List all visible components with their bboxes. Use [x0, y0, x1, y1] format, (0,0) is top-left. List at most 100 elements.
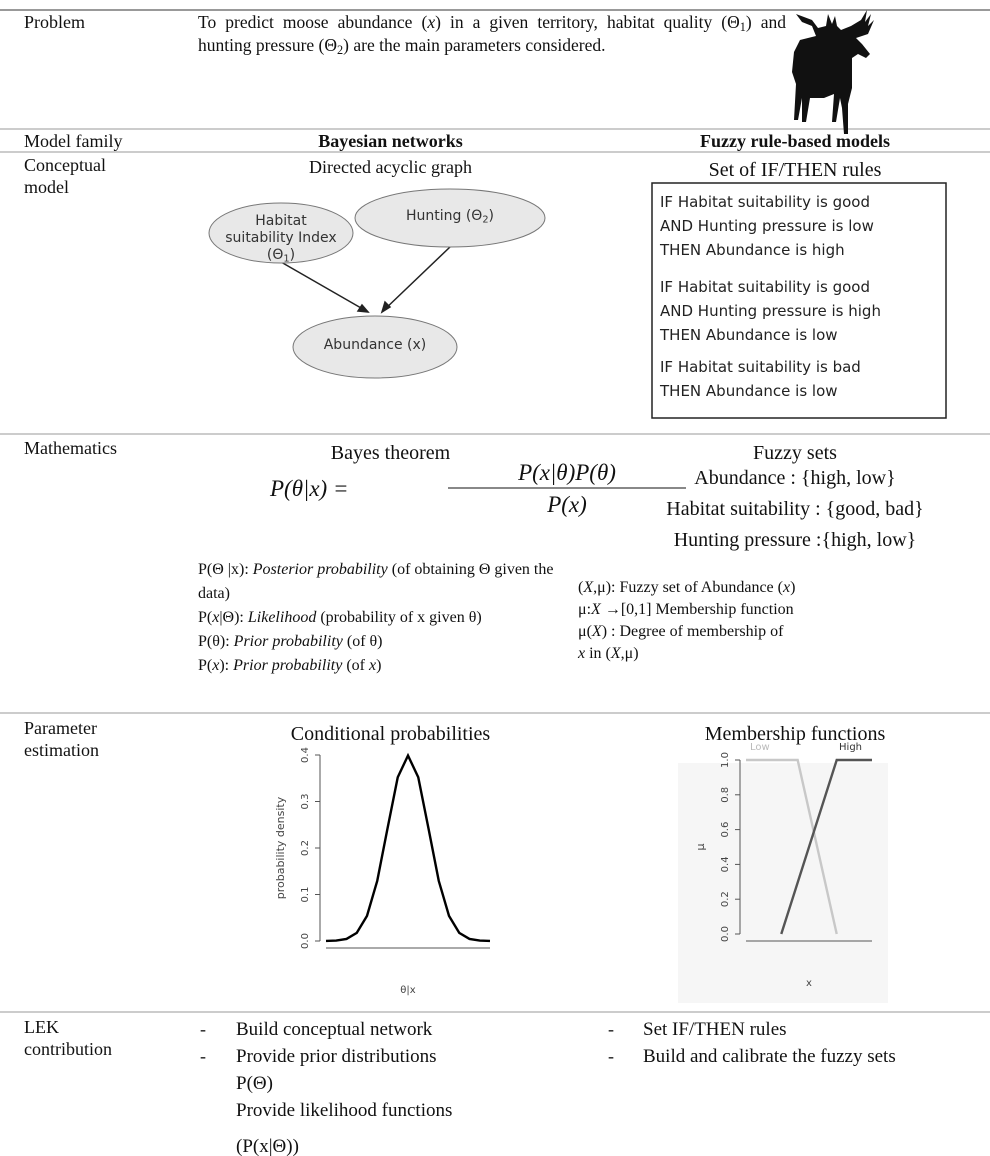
text-run: μ( [578, 623, 592, 640]
section-title: Membership functions [704, 723, 886, 745]
y-tick-label: 0.4 [300, 747, 311, 763]
math-note: (X,μ): Fuzzy set of Abundance (x) [578, 578, 958, 597]
text-run: x [427, 12, 436, 32]
row-label: Mathematics [24, 438, 117, 458]
text-run: (of [342, 657, 369, 674]
row-label: Problem [24, 12, 85, 32]
section-title: Conditional probabilities [290, 723, 491, 745]
x-axis-label: θ|x [400, 985, 415, 996]
node-label: Habitat suitability Index (Θ1) [221, 213, 341, 265]
math-note: P(Θ |x): Posterior probability (of obtai… [198, 558, 588, 606]
list-item: (P(x|Θ)) [236, 1136, 299, 1156]
text-run: x [578, 645, 586, 662]
y-tick-label: 1.0 [720, 752, 731, 768]
math-note: P(x): Prior probability (of x) [198, 654, 588, 678]
text-run: x [212, 657, 220, 674]
dag-edge [381, 246, 451, 313]
list-item: P(Θ) [236, 1073, 273, 1094]
text-run: X [591, 623, 602, 640]
y-tick-label: 0.0 [300, 933, 311, 949]
text-run: x [368, 657, 377, 674]
fuzzy-set: Hunting pressure :{high, low} [673, 529, 917, 551]
fuzzy-set: Habitat suitability : {good, bad} [666, 498, 924, 520]
text-run: X [583, 579, 594, 596]
text-run: ) [488, 208, 495, 224]
formula-lhs: P(θ|x) = [270, 476, 349, 501]
plot-background [678, 763, 888, 1003]
text-run: P(Θ |x): [198, 561, 253, 578]
bullet-dash: - [608, 1019, 614, 1039]
rule-line: IF Habitat suitability is good [660, 193, 870, 211]
bullet-dash: - [200, 1019, 206, 1039]
rule-line: IF Habitat suitability is good [660, 278, 870, 296]
node-shape [354, 188, 546, 248]
text-run: →[0,1] Membership function [600, 601, 794, 618]
text-run: Hunting (Θ [405, 208, 483, 224]
rule-line: AND Hunting pressure is low [660, 217, 874, 235]
text-run: ) [790, 579, 796, 596]
y-tick-label: 0.6 [720, 822, 731, 838]
text-run: Habitat suitability Index (Θ [225, 213, 337, 263]
list-item: Provide likelihood functions [236, 1100, 453, 1121]
legend-label: Low [750, 742, 770, 753]
text-run: X [610, 645, 621, 662]
formula-denominator: P(x) [547, 492, 587, 517]
text-run: |Θ): [219, 609, 248, 626]
y-axis-label: μ [694, 844, 707, 851]
row-label: Model family [24, 131, 123, 151]
math-note: P(θ): Prior probability (of θ) [198, 630, 588, 654]
row-rules [0, 9, 990, 1013]
y-tick-label: 0.2 [720, 891, 731, 907]
y-tick-label: 0.1 [300, 887, 311, 903]
y-axis-label: probability density [274, 796, 287, 899]
text-run: ) are the main parameters considered. [343, 34, 606, 55]
y-tick-label: 0.3 [300, 794, 311, 810]
y-tick-label: 0.0 [720, 926, 731, 942]
text-run: To predict moose abundance ( [198, 12, 428, 32]
row-label: Conceptual model [24, 155, 106, 197]
text-run: ) [376, 657, 382, 674]
dag-nodes [208, 188, 546, 379]
density-curve [325, 752, 491, 943]
fuzzy-set: Abundance : {high, low} [694, 467, 896, 489]
text-run: ( [578, 579, 584, 596]
text-run: ,μ): Fuzzy set of Abundance ( [593, 579, 783, 596]
list-item: Build and calibrate the fuzzy sets [643, 1046, 896, 1067]
formula-numerator: P(x|θ)P(θ) [518, 460, 616, 485]
node-label: Abundance (x) [300, 337, 450, 354]
text-run: x [782, 579, 791, 596]
text-run: 2 [482, 214, 489, 226]
list-item: Set IF/THEN rules [643, 1019, 787, 1040]
y-tick-label: 0.8 [720, 787, 731, 803]
section-title: Set of IF/THEN rules [708, 159, 882, 181]
math-note: P(x|Θ): Likelihood (probability of x giv… [198, 606, 588, 630]
bullet-dash: - [200, 1046, 206, 1066]
rule-line: THEN Abundance is low [660, 326, 838, 344]
arrow-head [380, 300, 392, 314]
text-run: 1 [739, 20, 746, 35]
bullet-dash: - [608, 1046, 614, 1066]
text-run: Abundance (x) [323, 337, 427, 353]
text-run: ,μ) [620, 645, 639, 662]
text-run: ) in a given territory, habitat quality … [435, 12, 740, 32]
math-note: μ:X →[0,1] Membership function [578, 600, 958, 619]
text-run: ) : Degree of membership of [601, 623, 784, 640]
text-run: ) [289, 246, 296, 263]
text-run: X [591, 601, 601, 618]
membership-line [780, 758, 872, 935]
text-run: (probability of x given θ) [316, 609, 482, 626]
dag-edge [280, 261, 369, 313]
text-run: 1 [283, 253, 290, 265]
node-shape [208, 202, 354, 264]
text-run: (of θ) [342, 633, 383, 650]
text-run: P( [198, 657, 213, 674]
rules-box [651, 182, 947, 419]
text-run: P( [198, 609, 213, 626]
text-run: μ: [578, 601, 592, 618]
list-item: Provide prior distributions [236, 1046, 437, 1067]
text-run: (of obtaining Θ given the data) [198, 561, 554, 602]
math-note: μ(X) : Degree of membership of [578, 622, 958, 641]
text-run: ): [219, 657, 234, 674]
math-note: x in (X,μ) [578, 644, 958, 663]
